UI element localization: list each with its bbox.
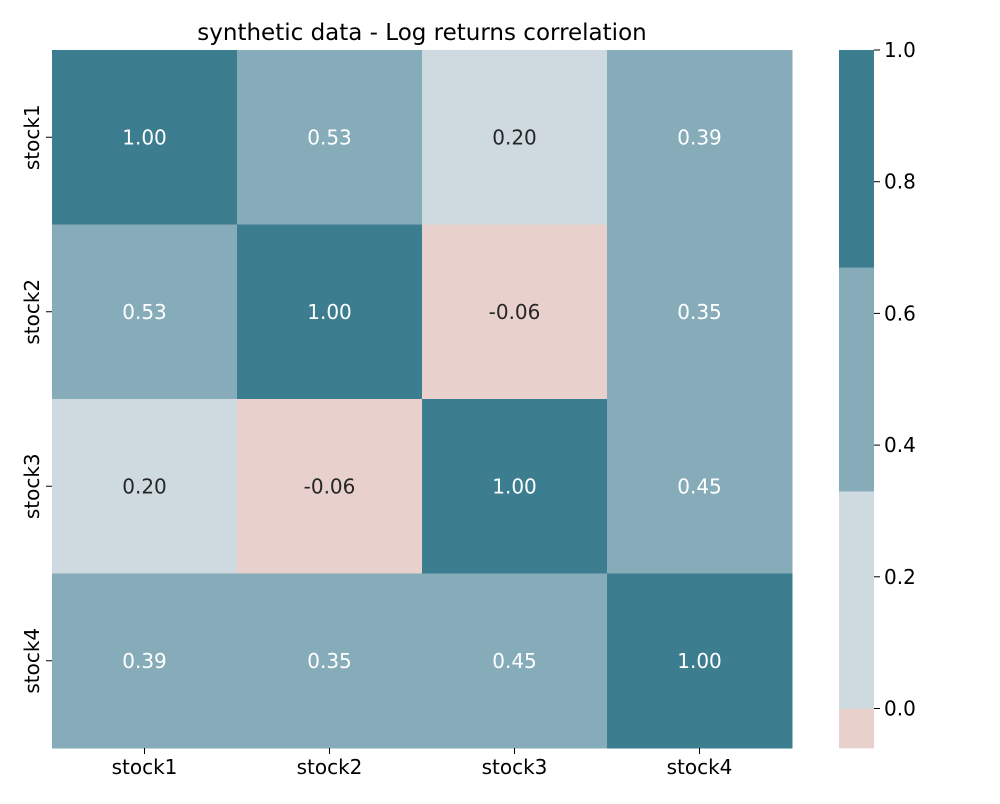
heatmap-cell-stock4-stock2 [237,573,423,749]
cell-label-stock2-stock1: 0.53 [122,300,167,324]
cell-label-stock4-stock1: 0.39 [122,649,167,673]
cell-label-stock3-stock2: -0.06 [304,474,356,498]
cell-label-stock1-stock2: 0.53 [307,125,352,149]
cell-label-stock1-stock3: 0.20 [492,125,537,149]
heatmap-cell-stock2-stock2 [237,224,423,400]
heatmap-cell-stock2-stock1 [52,224,238,400]
heatmap-cells: 1.00 0.53 0.20 0.39 0.53 1.00 -0.06 0.35 0.20 -0.… [52,50,793,749]
y-tick-label-stock4: stock4 [20,628,44,694]
heatmap-cell-stock1-stock3 [422,50,608,225]
colorbar-bin-2 [839,267,874,492]
heatmap-cell-stock3-stock4 [607,399,793,574]
x-tick-label-stock3: stock3 [482,755,548,779]
cell-label-stock4-stock4: 1.00 [677,649,722,673]
heatmap-cell-stock3-stock1 [52,399,238,574]
heatmap-cell-stock1-stock1 [52,50,238,225]
y-tick-label-stock3: stock3 [20,453,44,519]
heatmap-cell-stock1-stock4 [607,50,793,225]
colorbar-bin-1 [839,491,874,709]
heatmap-cell-stock1-stock2 [237,50,423,225]
cell-label-stock3-stock3: 1.00 [492,474,537,498]
heatmap-cell-stock4-stock1 [52,573,238,749]
cell-label-stock2-stock4: 0.35 [677,300,722,324]
colorbar-bin-3 [839,50,874,268]
heatmap-cell-stock2-stock4 [607,224,793,400]
cell-label-stock3-stock4: 0.45 [677,474,722,498]
colorbar-tick-label-4: 0.8 [884,170,916,194]
cell-label-stock3-stock1: 0.20 [122,474,167,498]
x-tick-label-stock4: stock4 [667,755,733,779]
cell-label-stock2-stock2: 1.00 [307,300,352,324]
colorbar-tick-label-2: 0.4 [884,433,916,457]
colorbar-tick-label-0: 0.0 [884,696,916,720]
y-axis: stock1 stock2 stock3 stock4 [20,104,52,694]
heatmap-cell-stock4-stock4 [607,573,793,749]
x-tick-label-stock1: stock1 [112,755,178,779]
cell-label-stock1-stock1: 1.00 [122,125,167,149]
colorbar: 0.0 0.2 0.4 0.6 0.8 1.0 [839,38,916,749]
heatmap-cell-stock2-stock3 [422,224,608,400]
colorbar-bin-0 [839,708,874,749]
colorbar-tick-label-3: 0.6 [884,301,916,325]
heatmap-cell-stock3-stock3 [422,399,608,574]
cell-label-stock2-stock3: -0.06 [489,300,541,324]
x-tick-label-stock2: stock2 [297,755,363,779]
cell-label-stock4-stock2: 0.35 [307,649,352,673]
x-axis: stock1 stock2 stock3 stock4 [112,748,733,779]
cell-label-stock4-stock3: 0.45 [492,649,537,673]
y-tick-label-stock2: stock2 [20,279,44,345]
colorbar-tick-label-5: 1.0 [884,38,916,62]
colorbar-tick-label-1: 0.2 [884,565,916,589]
cell-label-stock1-stock4: 0.39 [677,125,722,149]
heatmap-cell-stock3-stock2 [237,399,423,574]
heatmap-cell-stock4-stock3 [422,573,608,749]
y-tick-label-stock1: stock1 [20,104,44,170]
chart-title: synthetic data - Log returns correlation [197,20,646,46]
